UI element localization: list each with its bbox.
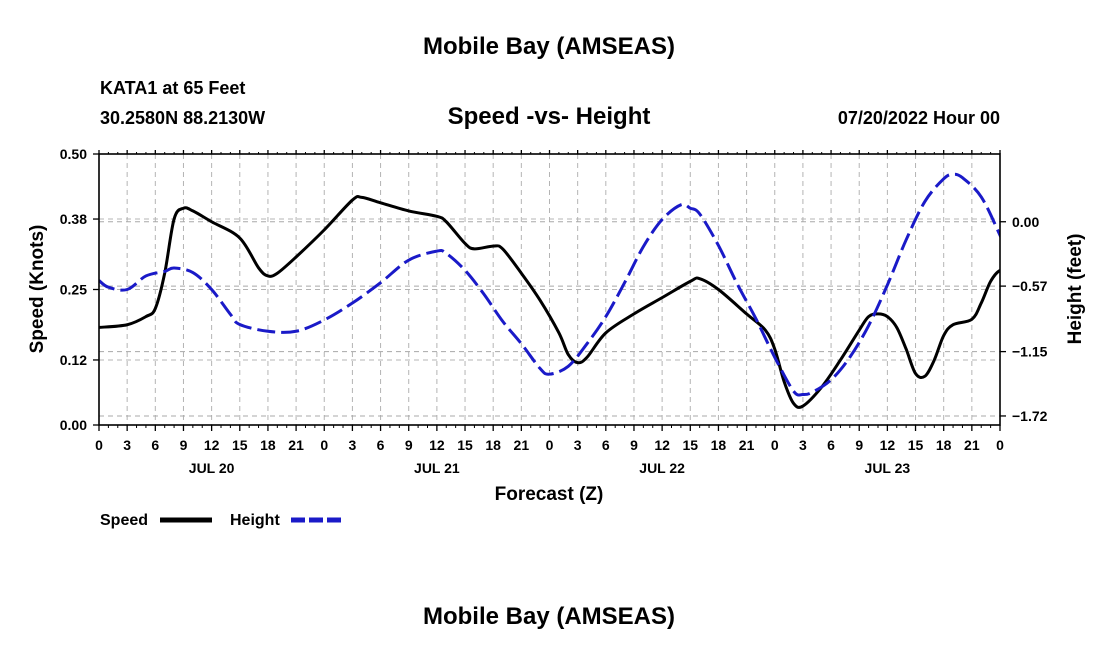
axis-layer: 0 3 6 9 12 15 18 21 0 3 6 9 12 15 18 21 0 3 6 9 12 15 18 21 0 3 6 9…: [60, 146, 1048, 476]
x-tick-label: 9: [180, 437, 188, 453]
x-tick-label: 3: [123, 437, 131, 453]
y-tick-label: 0.12: [60, 352, 87, 368]
x-tick-label: 21: [739, 437, 755, 453]
y-tick-label: 0.00: [60, 417, 87, 433]
x-tick-label: 9: [405, 437, 413, 453]
x-tick-label: 15: [457, 437, 473, 453]
x-tick-label: 9: [855, 437, 863, 453]
y-axis-label: Speed (Knots): [27, 225, 48, 354]
x-tick-label: 12: [880, 437, 896, 453]
x-tick-label: 0: [771, 437, 779, 453]
x-tick-label: 6: [377, 437, 385, 453]
x-tick-label: 0: [95, 437, 103, 453]
coords-label: 30.2580N 88.2130W: [100, 108, 265, 128]
speed-series-line: [99, 195, 1000, 409]
y-tick-label: 0.25: [60, 282, 87, 298]
x-tick-label: 18: [260, 437, 276, 453]
x-tick-label: 15: [682, 437, 698, 453]
legend-height-label: Height: [230, 512, 280, 529]
station-label: KATA1 at 65 Feet: [100, 78, 245, 98]
x-tick-label: 3: [799, 437, 807, 453]
y2-axis-label: Height (feet): [1065, 234, 1086, 345]
date-label: 07/20/2022 Hour 00: [838, 108, 1000, 128]
page-title-bottom: Mobile Bay (AMSEAS): [423, 603, 675, 630]
x-tick-label: 21: [514, 437, 530, 453]
x-day-label: JUL 21: [414, 460, 460, 476]
x-tick-label: 6: [151, 437, 159, 453]
x-tick-label: 15: [232, 437, 248, 453]
x-tick-label: 3: [349, 437, 357, 453]
x-axis-label: Forecast (Z): [495, 484, 604, 505]
x-day-label: JUL 22: [639, 460, 685, 476]
x-tick-label: 6: [602, 437, 610, 453]
x-tick-label: 0: [546, 437, 554, 453]
series-layer: [99, 172, 1000, 409]
x-tick-label: 15: [908, 437, 924, 453]
x-tick-label: 21: [288, 437, 304, 453]
x-tick-label: 18: [936, 437, 952, 453]
legend-speed-label: Speed: [100, 512, 148, 529]
y2-tick-label: −0.57: [1012, 278, 1048, 294]
y2-tick-label: 0.00: [1012, 214, 1039, 230]
chart-title: Speed -vs- Height: [448, 103, 651, 130]
y2-tick-label: −1.15: [1012, 344, 1048, 360]
x-tick-label: 18: [485, 437, 501, 453]
x-tick-label: 0: [320, 437, 328, 453]
x-day-label: JUL 20: [189, 460, 235, 476]
x-tick-label: 9: [630, 437, 638, 453]
y-tick-label: 0.50: [60, 146, 87, 162]
x-tick-label: 6: [827, 437, 835, 453]
grid-layer: [99, 154, 1000, 425]
x-tick-label: 18: [711, 437, 727, 453]
y-tick-label: 0.38: [60, 211, 87, 227]
height-series-line: [99, 172, 1000, 397]
x-tick-label: 21: [964, 437, 980, 453]
x-tick-label: 12: [204, 437, 220, 453]
x-tick-label: 12: [654, 437, 670, 453]
page-title-top: Mobile Bay (AMSEAS): [423, 33, 675, 60]
x-tick-label: 12: [429, 437, 445, 453]
y2-tick-label: −1.72: [1012, 408, 1048, 424]
x-day-label: JUL 23: [865, 460, 911, 476]
x-tick-label: 0: [996, 437, 1004, 453]
x-tick-label: 3: [574, 437, 582, 453]
